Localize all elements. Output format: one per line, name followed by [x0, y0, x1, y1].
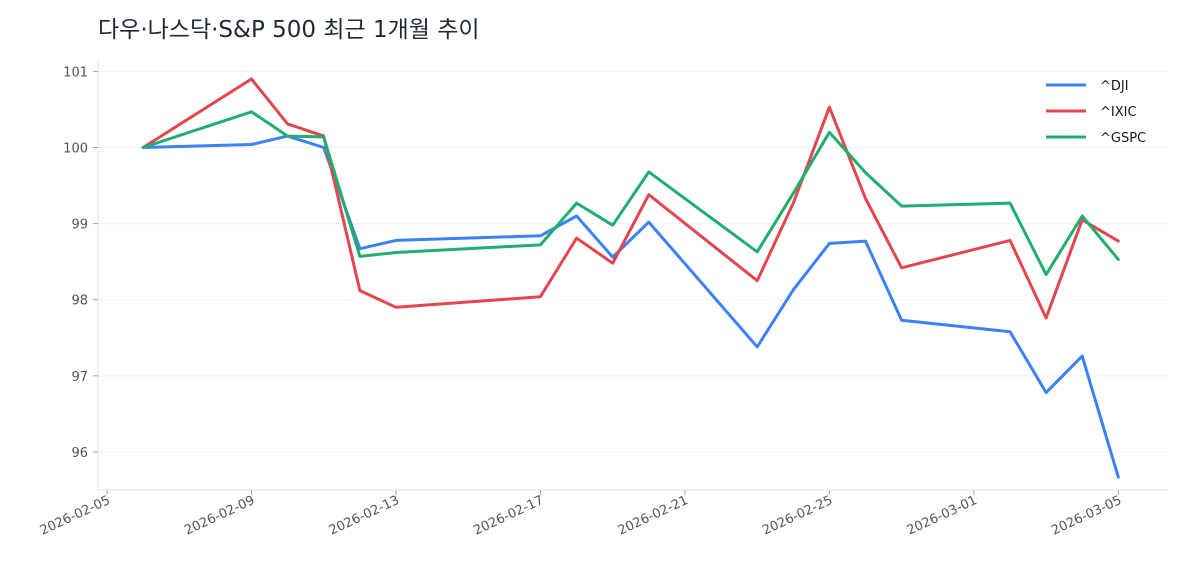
legend-label: ^IXIC	[1100, 105, 1137, 120]
x-tick-label: 2026-03-05	[1049, 493, 1124, 539]
series-line-gspc	[141, 110, 1120, 277]
x-tick-label: 2026-02-17	[471, 493, 546, 539]
grid-lines	[98, 70, 1168, 453]
x-tick-label: 2026-02-21	[616, 493, 691, 539]
y-tick-label: 96	[71, 446, 88, 461]
y-axis-ticks: 96 97 98 99 100 101	[63, 65, 98, 461]
series-line-dji	[141, 134, 1120, 479]
series-lines	[141, 77, 1120, 479]
y-tick-label: 100	[63, 142, 88, 157]
legend-label: ^GSPC	[1100, 131, 1146, 146]
x-axis-ticks: 2026-02-05 2026-02-09 2026-02-13 2026-02-17…	[38, 490, 1124, 539]
y-tick-label: 101	[63, 65, 88, 80]
legend: ^DJI ^IXIC ^GSPC	[1046, 79, 1146, 146]
x-tick-label: 2026-02-05	[38, 493, 113, 539]
y-tick-label: 97	[71, 370, 88, 385]
y-tick-label: 98	[71, 294, 88, 309]
x-tick-label: 2026-02-09	[182, 493, 257, 539]
legend-label: ^DJI	[1100, 79, 1129, 94]
x-tick-label: 2026-03-01	[905, 493, 980, 539]
chart-title: 다우·나스닥·S&P 500 최근 1개월 추이	[98, 17, 480, 43]
axes	[97, 60, 1168, 491]
x-tick-label: 2026-02-25	[760, 493, 835, 539]
x-tick-label: 2026-02-13	[327, 493, 402, 539]
y-tick-label: 99	[71, 218, 88, 233]
